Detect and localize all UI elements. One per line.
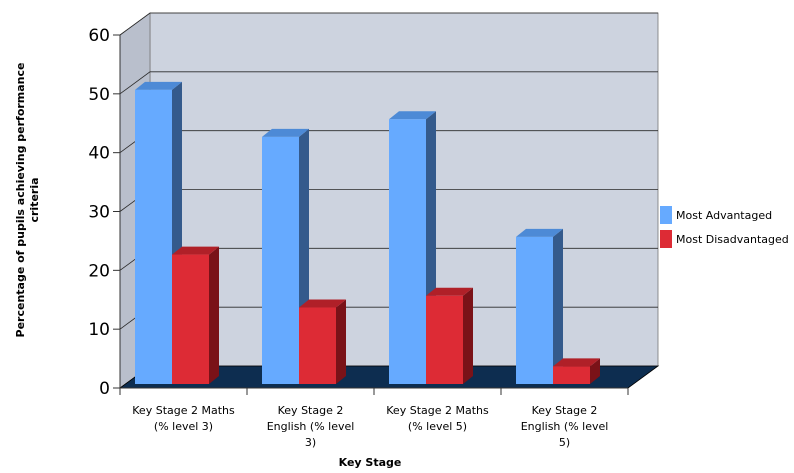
bar-top [426,287,473,296]
x-axis-label: Key Stage [339,456,402,469]
bar-side [336,299,346,384]
bar [516,236,553,384]
gridline [119,71,658,95]
gridline [119,12,658,36]
x-tick-label: Key Stage 2 English (% level 5) [521,404,609,449]
bar [172,254,209,384]
y-axis-label-line: Percentage of pupils achieving performan… [14,63,27,338]
bar-side [463,287,473,384]
bar-side [590,358,600,384]
bar [299,307,336,384]
x-tick-label: Key Stage 2 Maths (% level 3) [132,404,235,433]
x-tick-label-line: Key Stage 2 Maths [386,404,489,417]
x-tick-label-line: Key Stage 2 Maths [132,404,235,417]
legend-label: Most Advantaged [676,209,772,222]
x-tick-label-line: English (% level [267,420,355,433]
x-tick-label-line: 5) [559,436,570,449]
legend-swatch [660,206,672,224]
bar [553,366,590,384]
y-tick-label: 40 [88,144,110,164]
y-axis-label-line: criteria [28,177,41,222]
x-tick-label: Key Stage 2 English (% level 3) [267,404,355,449]
bar [135,89,172,384]
y-tick-label: 30 [88,203,110,223]
x-tick-label-line: Key Stage 2 [278,404,344,417]
bar [389,119,426,384]
x-tick-label-line: 3) [305,436,316,449]
legend-label: Most Disadvantaged [676,233,789,246]
y-tick-label: 20 [88,261,110,281]
x-tick-label-line: (% level 5) [408,420,467,433]
bar-top [135,81,182,90]
x-tick-label-line: English (% level [521,420,609,433]
y-axis-label: Percentage of pupils achieving performan… [14,63,41,338]
bar-top [516,228,563,237]
bar [262,136,299,384]
bar-top [172,246,219,255]
bar-top [262,128,309,137]
x-tick-label-line: Key Stage 2 [532,404,598,417]
legend-swatch [660,230,672,248]
y-tick-label: 10 [88,320,110,340]
bar-top [389,111,436,120]
bar-side [209,246,219,384]
bar-side [553,228,563,384]
y-tick-label: 60 [88,26,110,46]
bar [426,295,463,384]
x-tick-label-line: (% level 3) [154,420,213,433]
y-tick-label: 50 [88,85,110,105]
y-tick-label: 0 [99,379,110,399]
bar-top [299,299,346,308]
x-tick-label: Key Stage 2 Maths (% level 5) [386,404,489,433]
bar-top [553,358,600,367]
